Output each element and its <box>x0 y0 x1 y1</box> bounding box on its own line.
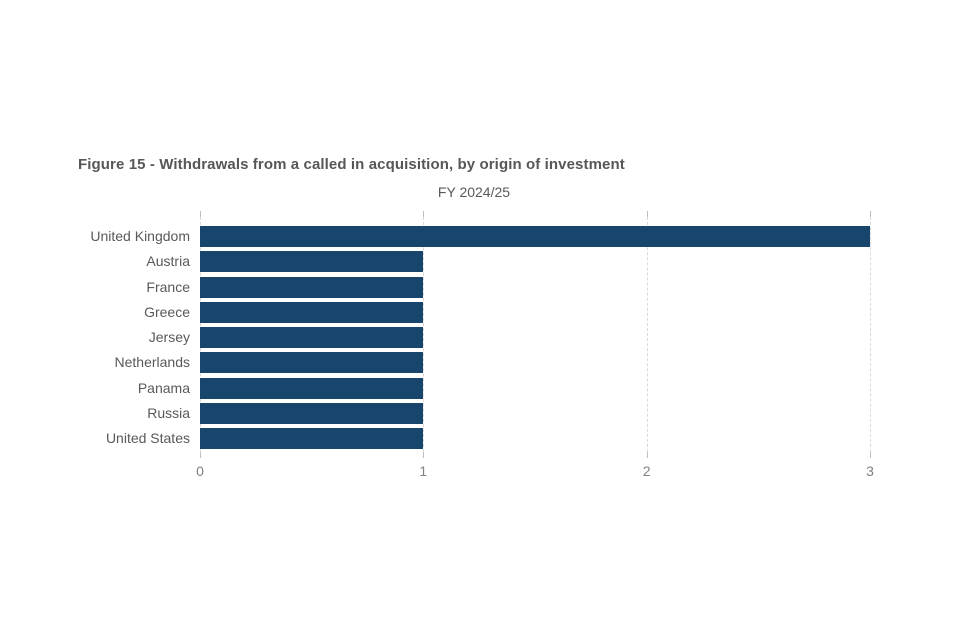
axis-tick-mark <box>423 452 425 458</box>
x-axis-tick-label: 3 <box>866 463 874 479</box>
bar-row: Jersey <box>149 327 870 352</box>
bar <box>200 403 424 425</box>
bar <box>200 327 424 349</box>
axis-tick-mark <box>646 211 648 217</box>
category-label: France <box>146 278 190 295</box>
bar-row: Netherlands <box>115 352 870 377</box>
axis-tick-mark <box>646 452 648 458</box>
category-label: United Kingdom <box>90 228 190 244</box>
category-label: Russia <box>147 405 190 422</box>
x-axis-tick-label: 0 <box>196 463 204 479</box>
category-label: Austria <box>146 253 190 270</box>
vertical-gridline <box>646 217 648 452</box>
axis-tick-mark <box>870 211 871 217</box>
bar <box>200 276 424 298</box>
bar <box>200 428 424 450</box>
vertical-gridline <box>423 217 425 452</box>
bar <box>200 352 424 374</box>
bar <box>200 377 424 399</box>
category-label: Netherlands <box>114 354 191 371</box>
bar-row: France <box>146 276 870 302</box>
category-label: Panama <box>137 379 190 396</box>
bar-row: Russia <box>147 403 870 428</box>
chart-title: Figure 15 - Withdrawals from a called in… <box>78 156 625 173</box>
bar <box>200 301 424 323</box>
x-axis-tick-label: 1 <box>419 463 428 479</box>
bar-row: United States <box>106 428 870 453</box>
chart-subtitle: FY 2024/25 <box>437 184 511 200</box>
bar-chart-plot-area: United Kingdom Austria France Greece Jersey N… <box>90 211 874 479</box>
category-label: Greece <box>144 303 190 320</box>
axis-tick-mark <box>870 452 871 458</box>
bar <box>200 226 870 247</box>
vertical-gridline <box>870 217 871 452</box>
bar-row: Austria <box>146 251 870 276</box>
axis-tick-mark <box>423 211 425 217</box>
category-label: United States <box>105 430 190 447</box>
bar-row: Panama <box>138 377 870 403</box>
bars-layer: United Kingdom Austria France Greece Jersey N… <box>90 226 870 454</box>
bar-row: Greece <box>144 301 870 327</box>
bar-row: United Kingdom <box>90 226 870 251</box>
axis-tick-mark <box>200 211 201 217</box>
bar <box>200 251 424 273</box>
axis-tick-mark <box>200 452 201 458</box>
category-label: Jersey <box>148 329 190 346</box>
x-axis-tick-labels: 0 1 2 3 <box>196 458 874 480</box>
x-axis-tick-label: 2 <box>642 463 651 479</box>
